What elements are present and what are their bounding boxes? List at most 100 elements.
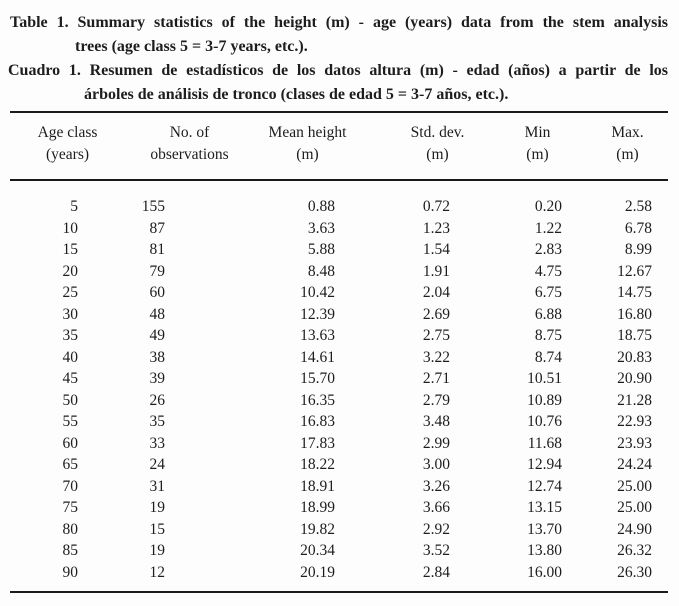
table-cell: 15 bbox=[62, 241, 79, 258]
table-cell: 17.83 bbox=[300, 434, 335, 452]
table-row: 90 12 20.19 2.84 16.00 26.30 bbox=[10, 562, 668, 593]
caption-english-line1: Table 1. Summary statistics of the heigh… bbox=[10, 14, 668, 31]
table-cell: 26 bbox=[149, 391, 166, 409]
table-row: 5 155 0.88 0.72 0.20 2.58 bbox=[10, 180, 668, 218]
table-cell: 3.63 bbox=[307, 219, 335, 237]
table-cell: 0.88 bbox=[307, 198, 335, 215]
table-cell: 20.83 bbox=[617, 348, 652, 366]
table-cell: 18.91 bbox=[300, 477, 335, 495]
table-cell: 3.66 bbox=[422, 499, 450, 516]
caption-spanish-line1: Cuadro 1. Resumen de estadísticos de los… bbox=[8, 62, 668, 79]
table-cell: 40 bbox=[62, 348, 79, 366]
table-cell: 24 bbox=[149, 456, 166, 473]
table-cell: 18.99 bbox=[300, 499, 335, 516]
column-header-mean-height: Mean height (m) bbox=[245, 112, 365, 180]
table-row: 20 79 8.48 1.91 4.75 12.67 bbox=[10, 261, 668, 283]
column-header-unit: (m) bbox=[296, 146, 319, 163]
table-cell: 31 bbox=[149, 477, 166, 495]
table-row: 30 48 12.39 2.69 6.88 16.80 bbox=[10, 304, 668, 326]
table-cell: 3.22 bbox=[422, 348, 450, 366]
caption-spanish-line2: árboles de análisis de tronco (clases de… bbox=[84, 86, 509, 103]
table-cell: 75 bbox=[62, 499, 79, 516]
table-header: Age class (years) No. of observations Me… bbox=[10, 112, 668, 180]
column-header-label: No. of bbox=[169, 124, 210, 141]
column-header-label: Min bbox=[524, 124, 551, 141]
table-cell: 3.26 bbox=[422, 477, 450, 495]
table-cell: 30 bbox=[62, 305, 79, 323]
table-cell: 10.76 bbox=[527, 413, 562, 430]
table-cell: 50 bbox=[62, 391, 79, 409]
column-header-unit: (m) bbox=[426, 146, 449, 163]
table-cell: 155 bbox=[141, 198, 165, 215]
table-cell: 8.99 bbox=[624, 241, 652, 258]
table-cell: 20.90 bbox=[617, 370, 652, 387]
table-cell: 19 bbox=[149, 499, 166, 516]
table-row: 45 39 15.70 2.71 10.51 20.90 bbox=[10, 368, 668, 390]
table-cell: 20 bbox=[62, 262, 79, 280]
table-cell: 70 bbox=[62, 477, 79, 495]
table-cell: 6.78 bbox=[624, 219, 652, 237]
table-cell: 49 bbox=[149, 327, 166, 344]
table-cell: 14.75 bbox=[617, 284, 652, 301]
table-cell: 4.75 bbox=[534, 262, 562, 280]
table-cell: 79 bbox=[149, 262, 166, 280]
table-cell: 11.68 bbox=[527, 434, 562, 452]
table-cell: 18.75 bbox=[617, 327, 652, 344]
table-row: 80 15 19.82 2.92 13.70 24.90 bbox=[10, 519, 668, 541]
table-row: 75 19 18.99 3.66 13.15 25.00 bbox=[10, 497, 668, 519]
table-cell: 19.82 bbox=[300, 520, 335, 538]
table-cell: 26.30 bbox=[617, 563, 652, 581]
table-cell: 85 bbox=[62, 542, 79, 559]
table-cell: 2.99 bbox=[422, 434, 450, 452]
table-row: 15 81 5.88 1.54 2.83 8.99 bbox=[10, 239, 668, 261]
table-cell: 35 bbox=[62, 327, 79, 344]
column-header-std-dev: Std. dev. (m) bbox=[365, 112, 480, 180]
table-cell: 16.80 bbox=[617, 305, 652, 323]
column-header-label: Max. bbox=[611, 124, 644, 141]
table-cell: 15 bbox=[149, 520, 166, 538]
table-cell: 1.54 bbox=[422, 241, 450, 258]
table-cell: 2.58 bbox=[624, 198, 652, 215]
table-cell: 5.88 bbox=[307, 241, 335, 258]
table-cell: 25 bbox=[62, 284, 79, 301]
table-cell: 3.00 bbox=[422, 456, 450, 473]
column-header-observations: No. of observations bbox=[110, 112, 245, 180]
table-cell: 2.83 bbox=[534, 241, 562, 258]
table-row: 50 26 16.35 2.79 10.89 21.28 bbox=[10, 390, 668, 412]
table-cell: 65 bbox=[62, 456, 79, 473]
table-cell: 20.19 bbox=[300, 563, 335, 581]
table-cell: 21.28 bbox=[617, 391, 652, 409]
table-cell: 25.00 bbox=[617, 499, 652, 516]
table-row: 60 33 17.83 2.99 11.68 23.93 bbox=[10, 433, 668, 455]
table-cell: 13.70 bbox=[527, 520, 562, 538]
table-cell: 1.22 bbox=[534, 219, 562, 237]
table-row: 85 19 20.34 3.52 13.80 26.32 bbox=[10, 540, 668, 562]
table-row: 40 38 14.61 3.22 8.74 20.83 bbox=[10, 347, 668, 369]
column-header-unit: (m) bbox=[526, 146, 549, 163]
column-header-unit: (years) bbox=[45, 146, 90, 163]
table-row: 65 24 18.22 3.00 12.94 24.24 bbox=[10, 454, 668, 476]
table-cell: 3.52 bbox=[422, 542, 450, 559]
table-cell: 45 bbox=[62, 370, 79, 387]
table-row: 55 35 16.83 3.48 10.76 22.93 bbox=[10, 411, 668, 433]
table-cell: 24.90 bbox=[617, 520, 652, 538]
table-cell: 10.89 bbox=[527, 391, 562, 409]
table-cell: 87 bbox=[149, 219, 166, 237]
table-body: 5 155 0.88 0.72 0.20 2.58 10 87 3.63 1.23 1.22 6.78… bbox=[10, 180, 668, 592]
table-cell: 8.48 bbox=[307, 262, 335, 280]
table-cell: 12.67 bbox=[617, 262, 652, 280]
summary-statistics-table: Age class (years) No. of observations Me… bbox=[10, 111, 668, 593]
caption-english-line2: trees (age class 5 = 3-7 years, etc.). bbox=[75, 38, 308, 55]
table-cell: 2.69 bbox=[422, 305, 450, 323]
table-header-row: Age class (years) No. of observations Me… bbox=[10, 112, 668, 180]
column-header-label: Mean height bbox=[268, 124, 347, 141]
table-cell: 10.51 bbox=[527, 370, 562, 387]
table-cell: 26.32 bbox=[617, 542, 652, 559]
table-cell: 16.00 bbox=[527, 563, 562, 581]
table-cell: 2.84 bbox=[422, 563, 450, 581]
table-cell: 10 bbox=[62, 219, 79, 237]
table-row: 70 31 18.91 3.26 12.74 25.00 bbox=[10, 476, 668, 498]
table-cell: 38 bbox=[149, 348, 166, 366]
table-cell: 1.23 bbox=[422, 219, 450, 237]
table-cell: 60 bbox=[149, 284, 166, 301]
